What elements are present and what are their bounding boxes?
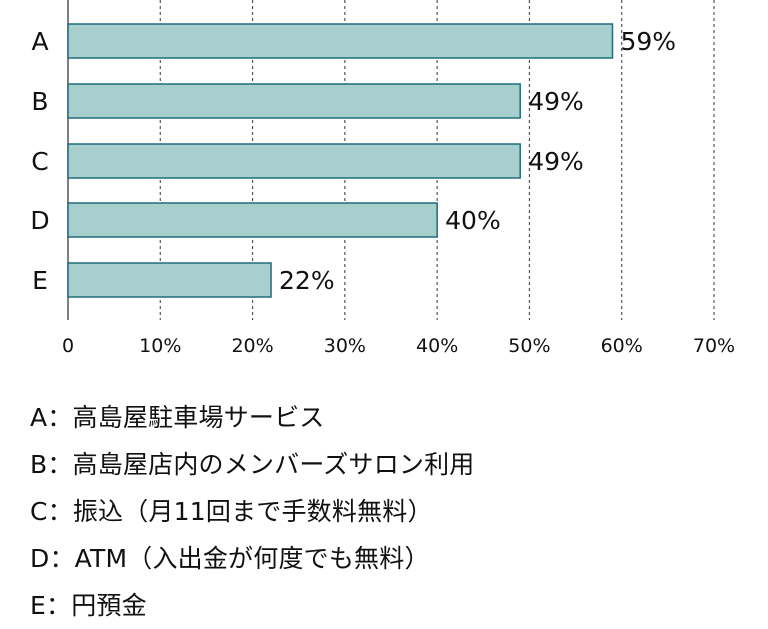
x-tick-label-5: 50%	[508, 335, 550, 357]
x-tick-label-1: 10%	[139, 335, 181, 357]
category-label-b: B	[31, 87, 48, 116]
legend-item-d: D：ATM（入出金が何度でも無料）	[30, 544, 430, 573]
category-label-d: D	[30, 206, 49, 235]
x-tick-label-6: 60%	[601, 335, 643, 357]
value-label-c: 49%	[528, 147, 584, 176]
category-legend: A：高島屋駐車場サービス B：高島屋店内のメンバーズサロン利用 C：振込（月11…	[30, 394, 750, 629]
bar-chart: A 59% B 49% C 49% D 40% E 22% 0 10% 20% 30% 40% 50% 60% 7…	[30, 0, 735, 357]
category-label-e: E	[32, 266, 48, 295]
value-label-d: 40%	[445, 206, 501, 235]
bar-b	[67, 83, 521, 119]
bar-d	[67, 202, 438, 238]
category-label-a: A	[31, 27, 48, 56]
value-label-b: 49%	[528, 87, 584, 116]
bar-c	[67, 143, 521, 179]
value-label-a: 59%	[620, 27, 676, 56]
value-label-e: 22%	[279, 266, 335, 295]
legend-item-a: A：高島屋駐車場サービス	[30, 403, 325, 432]
legend-item-e: E：円預金	[30, 591, 147, 620]
x-tick-label-3: 30%	[324, 335, 366, 357]
legend-item-b: B：高島屋店内のメンバーズサロン利用	[30, 450, 475, 479]
x-tick-label-0: 0	[62, 335, 74, 357]
x-tick-label-2: 20%	[231, 335, 273, 357]
x-tick-label-7: 70%	[693, 335, 735, 357]
category-label-c: C	[31, 147, 48, 176]
legend-item-c: C：振込（月11回まで手数料無料）	[30, 497, 433, 526]
bar-a	[67, 23, 614, 59]
x-tick-label-4: 40%	[416, 335, 458, 357]
bar-e	[67, 262, 272, 298]
